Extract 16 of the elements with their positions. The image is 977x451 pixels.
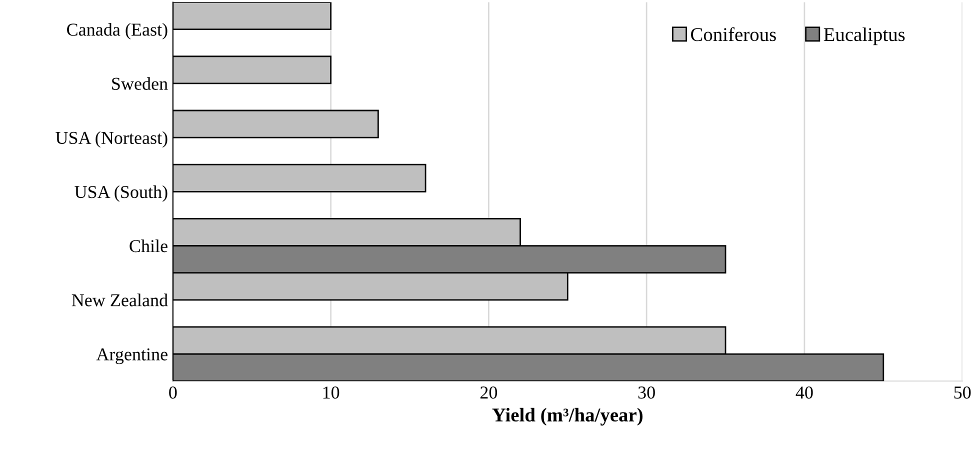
y-tick-label: Chile [130,240,168,252]
legend-label: Eucaliptus [824,27,905,46]
y-tick-label: USA (Norteast) [56,131,168,148]
x-tick-label: 0 [169,386,177,399]
x-tick-label: 50 [954,386,971,399]
x-axis-title: Yield (m³/ha/year) [492,408,643,426]
y-tick-label: USA (South) [74,185,168,202]
x-tick-label: 10 [323,386,340,399]
y-tick-label: Argentine [96,348,168,364]
x-tick-label: 20 [480,386,498,399]
y-tick-label: Sweden [112,77,168,90]
legend-label: Coniferous [691,27,776,42]
y-tick-label: New Zealand [72,294,168,306]
y-tick-label: Canada (East) [67,23,168,40]
x-tick-label: 40 [796,386,813,399]
x-tick-label: 30 [638,386,655,399]
